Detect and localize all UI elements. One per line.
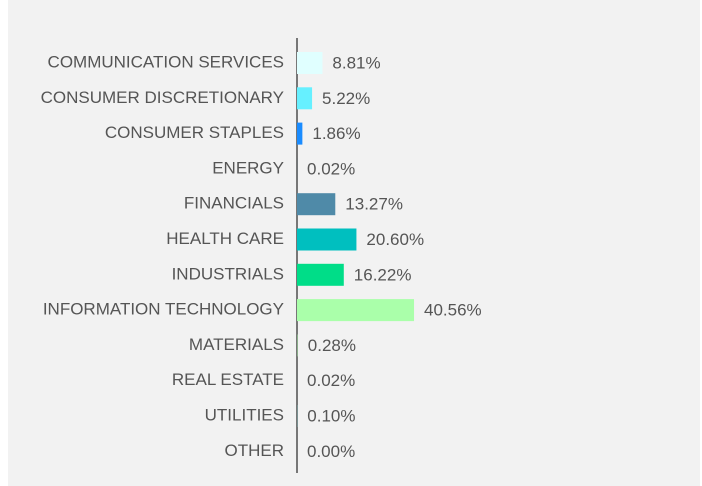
category-label: MATERIALS — [189, 335, 284, 354]
category-label: HEALTH CARE — [166, 229, 284, 248]
bar — [297, 122, 303, 145]
value-label: 0.10% — [307, 406, 355, 425]
value-label: 5.22% — [322, 89, 370, 108]
category-label: OTHER — [225, 441, 285, 460]
value-label: 40.56% — [424, 301, 482, 320]
value-label: 0.28% — [308, 336, 356, 355]
value-label: 0.02% — [307, 371, 355, 390]
category-label: ENERGY — [212, 158, 284, 177]
value-label: 20.60% — [366, 230, 424, 249]
category-label: INDUSTRIALS — [172, 264, 284, 283]
bar — [297, 299, 415, 322]
bar — [297, 228, 357, 251]
bar — [297, 334, 298, 357]
category-label: CONSUMER STAPLES — [105, 123, 284, 142]
value-label: 1.86% — [312, 124, 360, 143]
bar — [297, 52, 323, 74]
category-label: REAL ESTATE — [172, 370, 284, 389]
value-label: 0.00% — [307, 442, 355, 461]
bar — [297, 87, 313, 110]
value-label: 13.27% — [345, 195, 403, 214]
bar — [297, 263, 344, 286]
value-label: 0.02% — [307, 159, 355, 178]
value-label: 8.81% — [332, 53, 380, 72]
category-label: COMMUNICATION SERVICES — [48, 52, 284, 71]
category-label: CONSUMER DISCRETIONARY — [41, 88, 284, 107]
category-label: UTILITIES — [205, 405, 284, 424]
category-label: INFORMATION TECHNOLOGY — [43, 300, 284, 319]
value-label: 16.22% — [354, 265, 412, 284]
bar — [297, 193, 336, 216]
category-label: FINANCIALS — [184, 194, 284, 213]
